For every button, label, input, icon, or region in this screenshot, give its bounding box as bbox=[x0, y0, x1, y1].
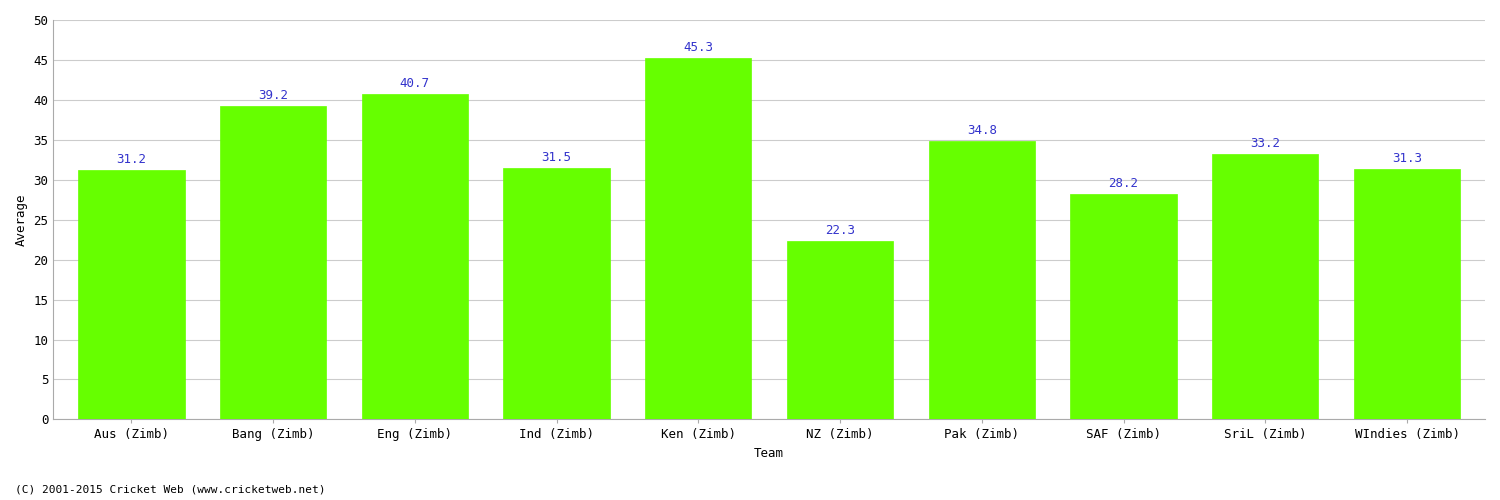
Text: 31.3: 31.3 bbox=[1392, 152, 1422, 166]
Text: 45.3: 45.3 bbox=[684, 40, 714, 54]
Bar bbox=[928, 142, 1035, 420]
X-axis label: Team: Team bbox=[754, 447, 784, 460]
Bar bbox=[78, 170, 184, 420]
Text: 28.2: 28.2 bbox=[1108, 177, 1138, 190]
Bar bbox=[788, 242, 892, 420]
Bar bbox=[1071, 194, 1176, 420]
Bar bbox=[504, 168, 609, 419]
Bar bbox=[1354, 170, 1460, 420]
Text: 39.2: 39.2 bbox=[258, 90, 288, 102]
Text: 34.8: 34.8 bbox=[968, 124, 998, 138]
Bar bbox=[362, 94, 468, 419]
Y-axis label: Average: Average bbox=[15, 194, 28, 246]
Text: (C) 2001-2015 Cricket Web (www.cricketweb.net): (C) 2001-2015 Cricket Web (www.cricketwe… bbox=[15, 485, 326, 495]
Text: 22.3: 22.3 bbox=[825, 224, 855, 237]
Bar bbox=[1212, 154, 1318, 419]
Text: 31.5: 31.5 bbox=[542, 151, 572, 164]
Text: 40.7: 40.7 bbox=[400, 78, 430, 90]
Text: 33.2: 33.2 bbox=[1251, 137, 1281, 150]
Bar bbox=[645, 58, 752, 420]
Bar bbox=[220, 106, 327, 420]
Text: 31.2: 31.2 bbox=[117, 153, 147, 166]
